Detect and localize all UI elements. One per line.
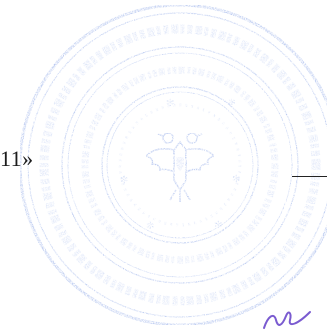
double-headed-eagle-icon	[144, 132, 216, 202]
svg-text:✻: ✻	[214, 220, 222, 231]
seal-inner-ring	[101, 86, 259, 244]
svg-text:✻: ✻	[146, 221, 154, 232]
signature-line	[292, 176, 327, 177]
seal-inner-ring-inner	[106, 91, 254, 239]
seal-middle-ring	[61, 46, 299, 284]
svg-text:✻: ✻	[166, 98, 174, 109]
svg-text:✻: ✻	[232, 174, 240, 185]
seal-outer-ring-inner	[27, 12, 327, 318]
svg-text:✻: ✻	[228, 98, 236, 108]
seal-outer-ring	[18, 3, 327, 327]
handwritten-signature	[263, 311, 311, 329]
svg-text:✻: ✻	[120, 175, 128, 186]
date-fragment: 11»	[0, 146, 34, 171]
seal-middle-ring-inner	[67, 52, 293, 278]
